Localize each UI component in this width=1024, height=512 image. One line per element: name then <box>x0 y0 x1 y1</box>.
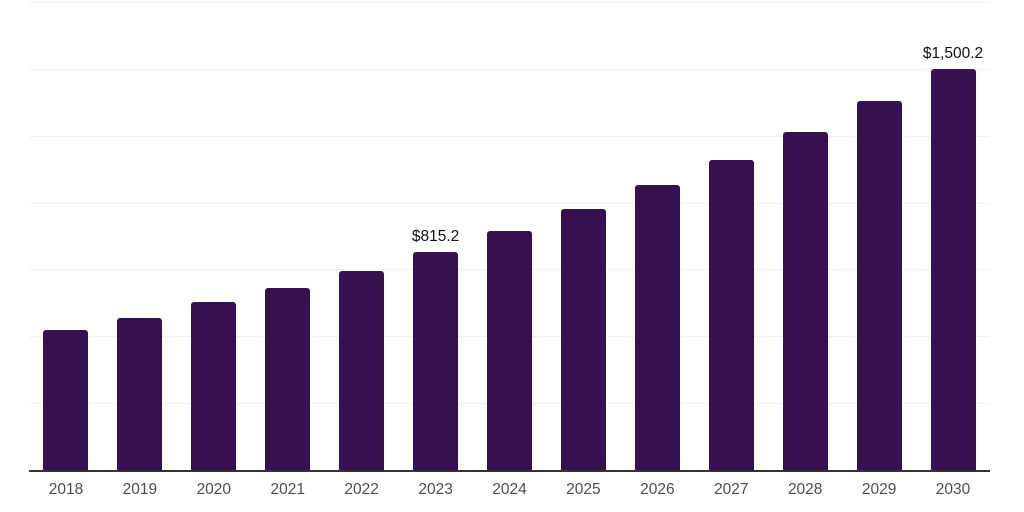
tick-label-2020: 2020 <box>196 481 232 498</box>
bar-2018 <box>43 329 89 470</box>
tick-label-2026: 2026 <box>640 481 675 498</box>
value-label-2030: $1,500.2 <box>922 44 984 62</box>
tick-label-2029: 2029 <box>861 481 897 498</box>
tick-label-2022: 2022 <box>344 481 379 498</box>
bar-2028 <box>782 131 828 470</box>
bar-2022 <box>339 270 385 470</box>
bar-cell <box>842 2 916 470</box>
bar-cell: $1,500.2 <box>916 2 990 470</box>
bar-cell <box>768 2 842 470</box>
value-label-2023: $815.2 <box>411 228 460 245</box>
bar-cell <box>103 2 177 470</box>
bar-2027 <box>708 160 754 470</box>
plot-area: $815.2 $1,500.2 <box>29 2 990 472</box>
bar-2021 <box>265 288 311 470</box>
bar-cell <box>473 2 547 470</box>
gridline <box>29 135 990 137</box>
bar-cell <box>694 2 768 470</box>
bar-cell <box>620 2 694 470</box>
x-axis-tick-labels: 2018 2019 2020 2021 2022 2023 2024 2025 2026 2027… <box>29 481 990 499</box>
bar-cell <box>29 2 103 470</box>
bar-2023: $815.2 <box>412 228 459 470</box>
bar-2019 <box>117 318 163 470</box>
bars-row: $815.2 $1,500.2 <box>29 2 990 470</box>
bar-2020 <box>191 301 237 470</box>
tick-label-2023: 2023 <box>418 481 453 498</box>
bar-cell <box>251 2 325 470</box>
tick-label-2027: 2027 <box>714 481 749 498</box>
bar-2025 <box>560 209 606 470</box>
bar-2030: $1,500.2 <box>923 45 983 470</box>
bar-2026 <box>634 185 680 470</box>
bar-2024 <box>486 231 532 470</box>
tick-label-2018: 2018 <box>48 481 84 498</box>
x-axis-line <box>29 470 990 472</box>
tick-label-2019: 2019 <box>122 481 158 498</box>
bar-cell <box>325 2 399 470</box>
gridline <box>29 2 990 3</box>
gridline <box>29 202 990 204</box>
tick-label-2025: 2025 <box>566 481 601 498</box>
tick-label-2021: 2021 <box>270 481 305 498</box>
bar-cell: $815.2 <box>399 2 473 470</box>
tick-label-2028: 2028 <box>787 481 823 498</box>
tick-label-2024: 2024 <box>492 481 527 498</box>
bar-2029 <box>856 100 902 470</box>
bar-cell <box>546 2 620 470</box>
tick-label-2030: 2030 <box>935 481 971 498</box>
gridline <box>29 68 990 70</box>
bar-cell <box>177 2 251 470</box>
